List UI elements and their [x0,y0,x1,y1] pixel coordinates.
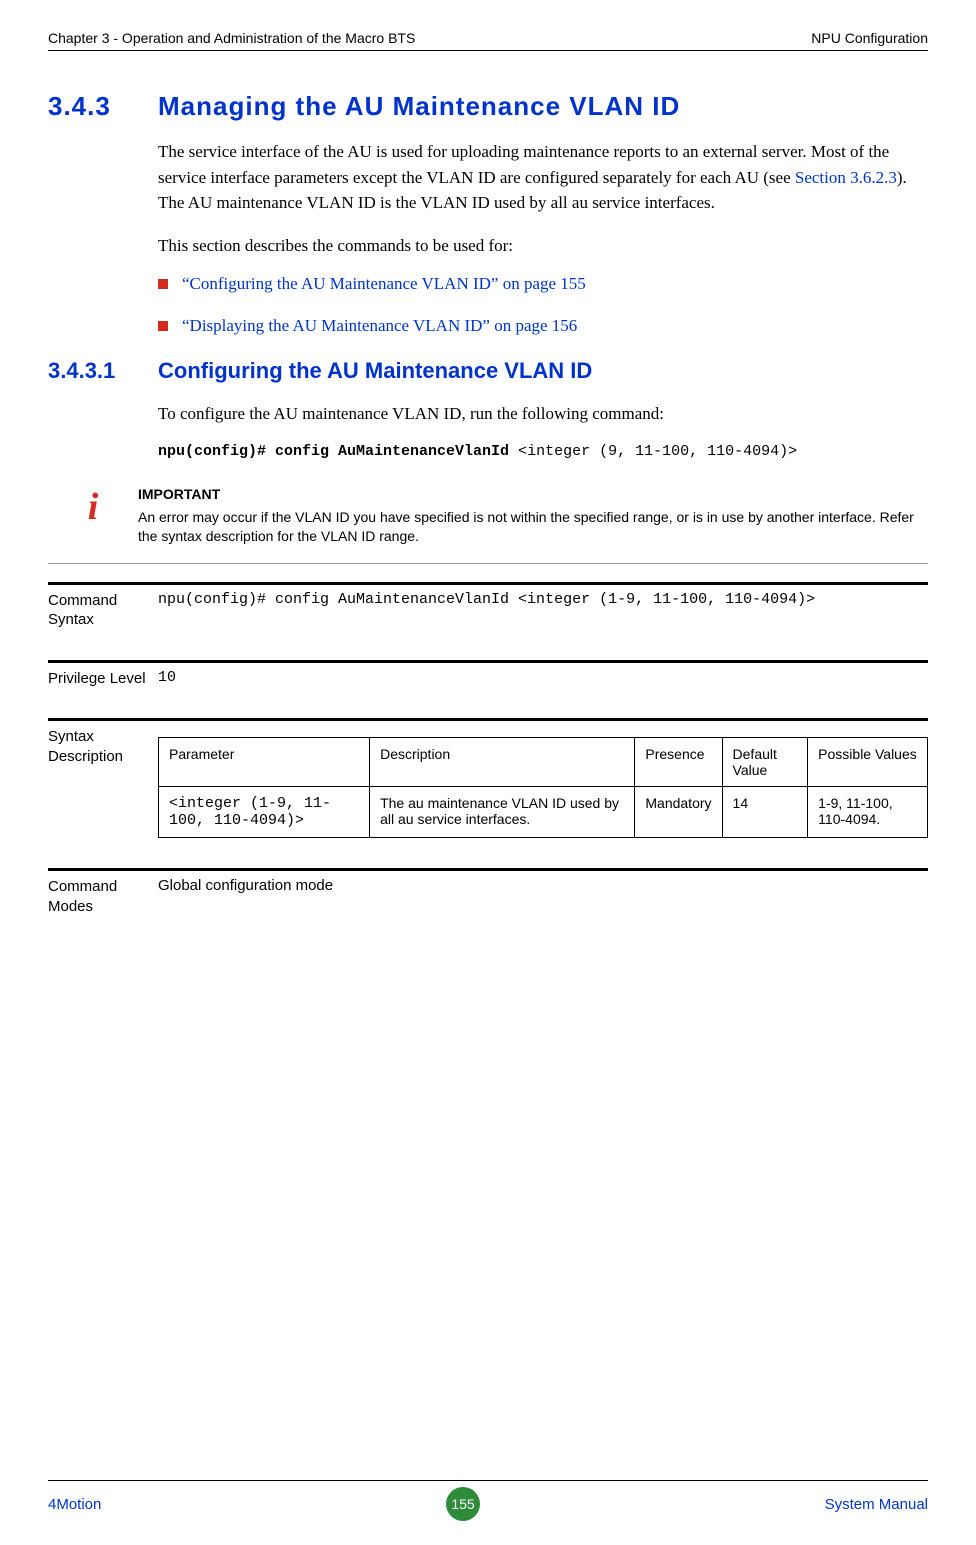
important-label: IMPORTANT [138,486,928,502]
def-label: Command Syntax [48,591,158,630]
table-header: Description [370,738,635,787]
section-paragraph-2: This section describes the commands to b… [158,233,928,259]
def-label: Syntax Description [48,727,158,838]
table-cell-possible: 1-9, 11-100, 110-4094. [808,787,928,838]
header-left: Chapter 3 - Operation and Administration… [48,30,415,46]
paragraph-text: The service interface of the AU is used … [158,142,889,187]
table-cell-default: 14 [722,787,808,838]
bullet-item: “Configuring the AU Maintenance VLAN ID”… [158,274,928,294]
bullet-square-icon [158,279,168,289]
table-header: Presence [635,738,722,787]
def-value: 10 [158,669,928,689]
table-cell-presence: Mandatory [635,787,722,838]
command-syntax-row: Command Syntax npu(config)# config AuMai… [48,582,928,630]
important-text: An error may occur if the VLAN ID you ha… [138,508,928,547]
def-label: Command Modes [48,877,158,916]
command-bold: npu(config)# config AuMaintenanceVlanId [158,443,518,460]
table-header: Parameter [159,738,370,787]
page-header: Chapter 3 - Operation and Administration… [48,30,928,51]
table-cell-description: The au maintenance VLAN ID used by all a… [370,787,635,838]
command-line: npu(config)# config AuMaintenanceVlanId … [158,443,928,460]
table-header-row: Parameter Description Presence Default V… [159,738,928,787]
section-paragraph-1: The service interface of the AU is used … [158,139,928,216]
section-number: 3.4.3 [48,91,158,122]
bullet-square-icon [158,321,168,331]
def-value: Global configuration mode [158,877,928,916]
page-footer: 4Motion 155 System Manual [48,1480,928,1521]
subsection-title: Configuring the AU Maintenance VLAN ID [158,358,592,384]
syntax-description-row: Syntax Description Parameter Description… [48,718,928,838]
footer-left: 4Motion [48,1496,101,1513]
bullet-item: “Displaying the AU Maintenance VLAN ID” … [158,316,928,336]
def-label: Privilege Level [48,669,158,689]
footer-right: System Manual [825,1496,928,1513]
important-icon-cell: i [48,486,138,547]
section-heading: 3.4.3 Managing the AU Maintenance VLAN I… [48,91,928,122]
subsection-heading: 3.4.3.1 Configuring the AU Maintenance V… [48,358,928,384]
page-number-badge: 155 [446,1487,480,1521]
subsection-paragraph: To configure the AU maintenance VLAN ID,… [158,401,928,427]
section-title: Managing the AU Maintenance VLAN ID [158,91,680,122]
info-icon: i [88,488,99,547]
subsection-number: 3.4.3.1 [48,358,158,384]
important-callout: i IMPORTANT An error may occur if the VL… [48,486,928,564]
table-row: <integer (1-9, 11-100, 110-4094)> The au… [159,787,928,838]
command-modes-row: Command Modes Global configuration mode [48,868,928,916]
bullet-link[interactable]: “Displaying the AU Maintenance VLAN ID” … [182,316,577,336]
command-args: <integer (9, 11-100, 110-4094)> [518,443,797,460]
table-cell-parameter: <integer (1-9, 11-100, 110-4094)> [159,787,370,838]
section-crossref-link[interactable]: Section 3.6.2.3 [795,168,897,187]
bullet-link[interactable]: “Configuring the AU Maintenance VLAN ID”… [182,274,586,294]
table-header: Default Value [722,738,808,787]
def-value: npu(config)# config AuMaintenanceVlanId … [158,591,928,630]
header-right: NPU Configuration [811,30,928,46]
privilege-level-row: Privilege Level 10 [48,660,928,689]
table-header: Possible Values [808,738,928,787]
syntax-table: Parameter Description Presence Default V… [158,737,928,838]
